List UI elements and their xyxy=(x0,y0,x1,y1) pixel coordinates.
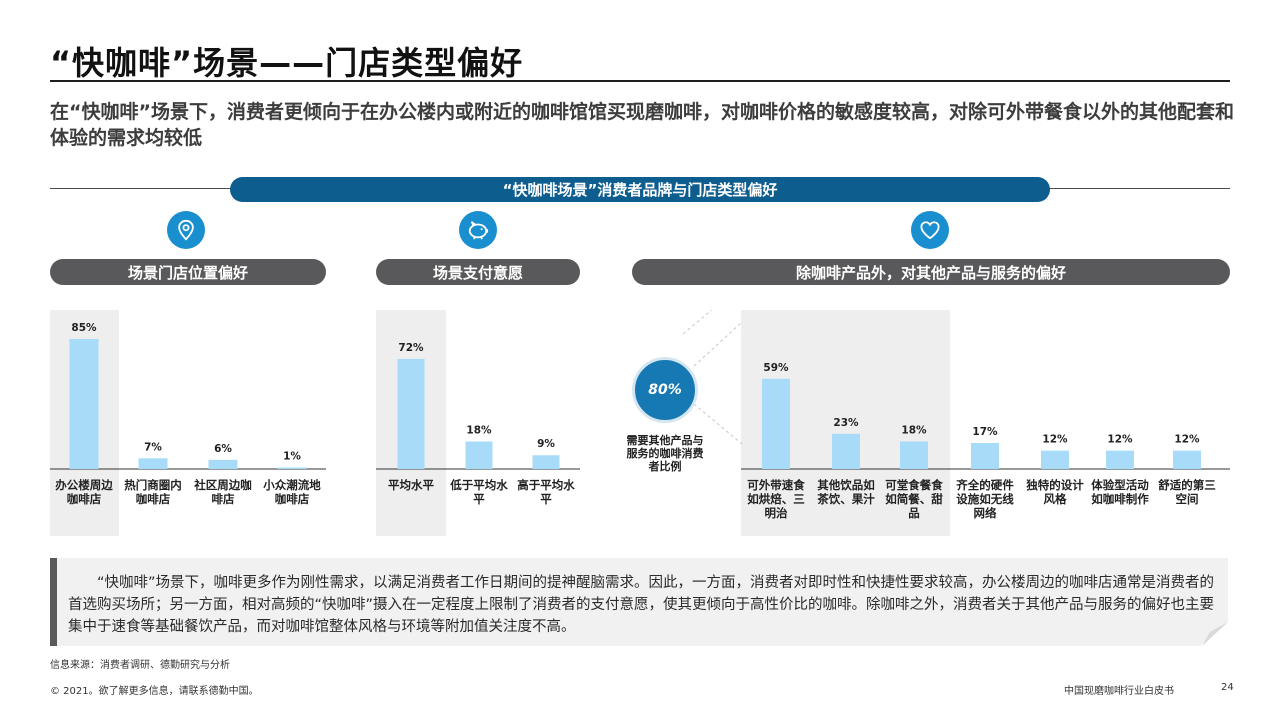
section-pill-other-products: 除咖啡产品外，对其他产品与服务的偏好 xyxy=(632,259,1230,285)
page-number: 24 xyxy=(1221,682,1234,693)
category-label-2-5: 体验型活动如咖啡制作 xyxy=(1091,478,1149,506)
title-divider xyxy=(50,80,1230,82)
category-label-0-1: 热门商圈内咖啡店 xyxy=(124,478,182,506)
bar-2-3 xyxy=(971,443,999,469)
section-pill-location: 场景门店位置偏好 xyxy=(50,259,326,285)
bar-1-2 xyxy=(532,455,560,469)
source-text: 信息来源：消费者调研、德勤研究与分析 xyxy=(50,660,230,671)
section-pill-payment: 场景支付意愿 xyxy=(376,259,580,285)
category-label-2-0: 可外带速食如烘焙、三明治 xyxy=(747,478,805,520)
bar-2-2 xyxy=(900,441,928,469)
bar-value-label-2-4: 12% xyxy=(1042,434,1068,446)
bar-2-5 xyxy=(1106,450,1134,469)
summary-note-text: “快咖啡”场景下，咖啡更多作为刚性需求，以满足消费者工作日期间的提神醒脑需求。因… xyxy=(68,575,1215,635)
bar-value-label-2-0: 59% xyxy=(763,362,789,374)
copyright-text: © 2021。欲了解更多信息，请联系德勤中国。 xyxy=(50,686,259,697)
bar-2-6 xyxy=(1173,450,1201,469)
bar-0-0 xyxy=(69,339,99,469)
category-label-2-2: 可堂食餐食如简餐、甜品 xyxy=(885,478,943,520)
summary-note-accent xyxy=(50,558,57,646)
callout-value: 80% xyxy=(632,357,698,423)
callout-caption: 需要其他产品与服务的咖啡消费者比例 xyxy=(626,434,704,473)
bar-value-label-0-0: 85% xyxy=(71,322,97,334)
category-label-2-6: 舒适的第三空间 xyxy=(1158,478,1216,506)
category-label-0-0: 办公楼周边咖啡店 xyxy=(55,478,113,506)
bar-2-4 xyxy=(1041,450,1069,469)
page-title: “快咖啡”场景——门店类型偏好 xyxy=(50,44,524,82)
bar-1-0 xyxy=(397,358,425,469)
bar-value-label-2-5: 12% xyxy=(1107,434,1133,446)
bar-value-label-2-1: 23% xyxy=(833,417,859,429)
category-label-2-4: 独特的设计风格 xyxy=(1026,478,1084,506)
bar-0-1 xyxy=(138,458,168,469)
page-subtitle: 在“快咖啡”场景下，消费者更倾向于在办公楼内或附近的咖啡馆馆买现磨咖啡，对咖啡价… xyxy=(50,101,1234,149)
bar-value-label-0-2: 6% xyxy=(214,443,232,455)
category-label-1-1: 低于平均水平 xyxy=(450,478,508,506)
page-curl-decoration xyxy=(1200,622,1228,646)
bar-0-2 xyxy=(208,459,238,469)
bar-value-label-2-2: 18% xyxy=(901,424,927,436)
bar-value-label-1-1: 18% xyxy=(466,424,492,436)
bar-value-label-2-3: 17% xyxy=(972,426,998,438)
category-label-1-0: 平均水平 xyxy=(388,478,434,492)
category-label-2-1: 其他饮品如茶饮、果汁 xyxy=(817,478,875,506)
bar-value-label-1-0: 72% xyxy=(398,342,424,354)
bar-2-0 xyxy=(762,378,790,469)
report-title: 中国现磨咖啡行业白皮书 xyxy=(1064,686,1174,697)
category-label-2-3: 齐全的硬件设施如无线网络 xyxy=(956,478,1014,520)
bar-value-label-2-6: 12% xyxy=(1174,434,1200,446)
callout-connector xyxy=(693,321,743,445)
bar-1-1 xyxy=(465,441,493,469)
location-pin-icon xyxy=(167,211,205,249)
category-label-0-2: 社区周边咖啡店 xyxy=(194,478,252,506)
bar-2-1 xyxy=(832,433,860,469)
section-banner: “快咖啡场景”消费者品牌与门店类型偏好 xyxy=(230,177,1050,202)
summary-note xyxy=(50,558,1228,646)
bar-value-label-0-1: 7% xyxy=(144,441,162,453)
category-label-0-3: 小众潮流地咖啡店 xyxy=(263,478,321,506)
bar-value-label-1-2: 9% xyxy=(537,438,555,450)
piggy-bank-icon xyxy=(459,211,497,249)
category-label-1-2: 高于平均水平 xyxy=(517,478,575,506)
bar-value-label-0-3: 1% xyxy=(283,450,301,462)
heart-icon xyxy=(911,211,949,249)
bar-0-3 xyxy=(277,467,307,469)
